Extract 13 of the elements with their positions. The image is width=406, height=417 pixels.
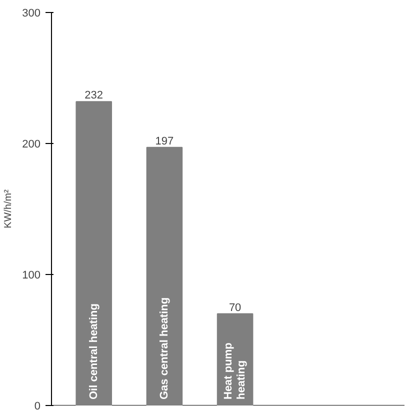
bar — [146, 146, 183, 406]
y-tick-label: 200 — [22, 138, 41, 150]
x-tick-label: Oil central heating — [88, 304, 100, 400]
bar — [76, 101, 112, 406]
y-axis-title: KW/h/m² — [3, 188, 14, 228]
data-label: 232 — [84, 90, 104, 102]
y-tick-label: 300 — [22, 8, 41, 20]
y-tick-label: 0 — [34, 400, 41, 412]
data-label: 70 — [228, 302, 242, 314]
x-tick-label: Heat pump heating — [222, 342, 248, 400]
x-tick-label: Gas central heating — [158, 297, 170, 400]
data-label: 197 — [155, 135, 174, 148]
y-tick-label: 100 — [22, 270, 41, 282]
